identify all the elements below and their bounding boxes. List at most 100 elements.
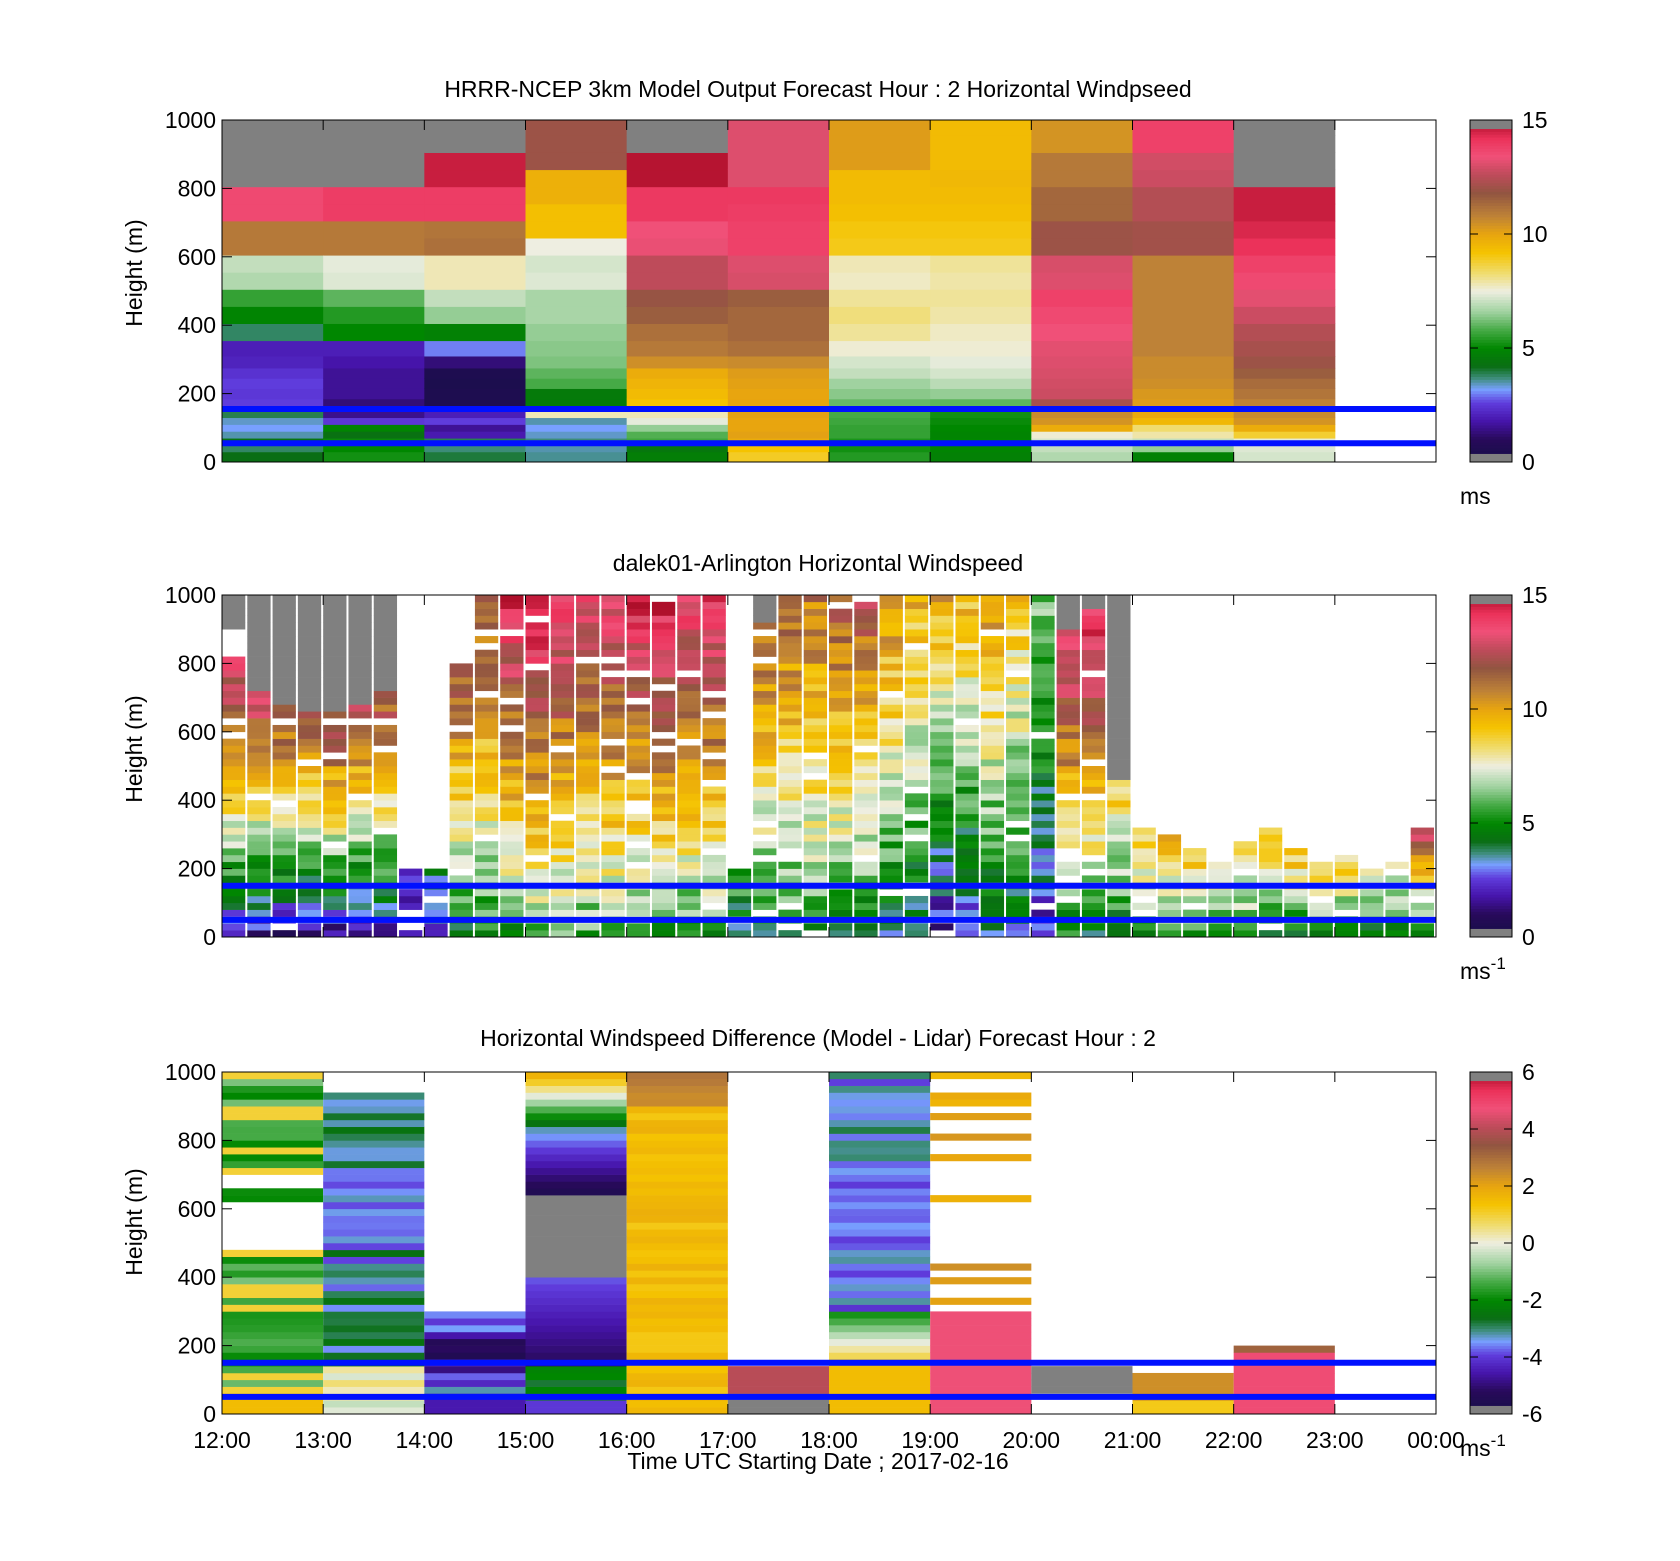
x-tick-label: 22:00	[1205, 1427, 1263, 1453]
colorbar-swatch	[1470, 637, 1512, 642]
lidar-cell	[702, 642, 726, 651]
model-cell	[1233, 451, 1336, 463]
lidar-cell	[1031, 875, 1055, 883]
lidar-cell	[1006, 595, 1030, 603]
colorbar-swatch	[1470, 1308, 1512, 1312]
lidar-cell	[879, 704, 903, 712]
difference-cell	[222, 1078, 324, 1086]
lidar-cell	[1334, 861, 1359, 869]
difference-cell	[222, 1119, 324, 1128]
lidar-cell	[272, 608, 296, 616]
lidar-cell	[525, 601, 549, 609]
lidar-cell	[500, 649, 524, 657]
model-cell	[1031, 272, 1133, 290]
lidar-cell	[272, 642, 296, 651]
lidar-cell	[1410, 930, 1434, 938]
lidar-cell	[297, 677, 322, 685]
lidar-cell	[626, 656, 650, 664]
lidar-cell	[550, 724, 575, 733]
lidar-cell	[980, 861, 1005, 869]
colorbar-swatch	[1470, 171, 1512, 175]
lidar-cell	[778, 697, 802, 705]
lidar-cell	[904, 779, 929, 787]
lidar-cell	[348, 875, 372, 883]
lidar-cell	[1056, 677, 1080, 685]
lidar-cell	[348, 745, 372, 753]
colorbar-swatch	[1470, 595, 1512, 599]
difference-cell	[829, 1290, 931, 1299]
lidar-cell	[474, 909, 499, 917]
model-cell	[1233, 417, 1336, 425]
difference-cell	[1031, 1366, 1133, 1374]
colorbar-swatch	[1470, 917, 1512, 921]
lidar-cell	[829, 759, 853, 767]
colorbar-swatch	[1470, 253, 1512, 258]
difference-cell	[222, 1372, 324, 1381]
difference-cell	[222, 1352, 324, 1360]
model-cell	[727, 417, 830, 425]
lidar-cell	[727, 923, 752, 931]
colorbar-swatch	[1470, 310, 1512, 315]
lidar-cell	[651, 834, 676, 842]
difference-cell	[323, 1188, 425, 1196]
difference-cell	[525, 1099, 627, 1107]
colorbar-swatch	[1470, 177, 1512, 181]
lidar-cell	[677, 820, 701, 828]
colorbar-swatch	[1470, 857, 1512, 861]
colorbar-swatch	[1470, 902, 1512, 907]
colorbar-swatch	[1470, 911, 1512, 915]
lidar-cell	[753, 902, 777, 910]
colorbar-swatch	[1470, 450, 1512, 454]
lidar-cell	[272, 889, 296, 897]
lidar-cell	[778, 841, 802, 849]
colorbar-swatch	[1470, 928, 1512, 932]
lidar-cell	[753, 636, 777, 644]
lidar-cell	[500, 622, 524, 630]
lidar-cell	[955, 861, 979, 869]
lidar-cell	[677, 800, 701, 808]
lidar-cell	[955, 615, 979, 623]
lidar-cell	[1081, 711, 1106, 719]
difference-cell	[222, 1195, 324, 1203]
colorbar-swatch	[1470, 413, 1512, 417]
lidar-cell	[550, 800, 575, 808]
difference-cell	[1132, 1407, 1234, 1415]
lidar-cell	[778, 889, 802, 897]
lidar-cell	[1056, 731, 1080, 739]
lidar-cell	[727, 889, 752, 897]
lidar-cell	[576, 868, 600, 876]
lidar-cell	[955, 759, 979, 767]
model-cell	[626, 388, 729, 400]
difference-cell	[829, 1297, 931, 1305]
lidar-cell	[677, 690, 701, 698]
lidar-cell	[677, 895, 701, 904]
lidar-cell	[651, 779, 676, 787]
colorbar-swatch	[1470, 279, 1512, 283]
lidar-cell	[1284, 902, 1308, 910]
lidar-cell	[576, 793, 600, 801]
lidar-cell	[474, 731, 499, 739]
colorbar-swatch	[1470, 268, 1512, 272]
lidar-cell	[525, 868, 549, 876]
lidar-cell	[222, 820, 246, 828]
lidar-cell	[373, 724, 398, 733]
difference-cell	[930, 1263, 1032, 1271]
lidar-cell	[348, 670, 372, 678]
lidar-cell	[904, 752, 929, 760]
lidar-cell	[601, 848, 625, 856]
lidar-cell	[1107, 766, 1131, 774]
lidar-cell	[1031, 595, 1055, 603]
lidar-cell	[247, 861, 271, 869]
colorbar-swatch	[1470, 333, 1512, 338]
colorbar-swatch	[1470, 1174, 1512, 1178]
model-cell	[1031, 424, 1133, 432]
lidar-cell	[1258, 902, 1283, 910]
lidar-cell	[474, 745, 499, 753]
lidar-cell	[373, 779, 398, 787]
lidar-cell	[373, 772, 398, 780]
model-cell	[222, 388, 324, 400]
lidar-cell	[1208, 930, 1232, 938]
lidar-cell	[702, 766, 726, 774]
model-cell	[1233, 306, 1336, 324]
lidar-cell	[980, 608, 1005, 616]
